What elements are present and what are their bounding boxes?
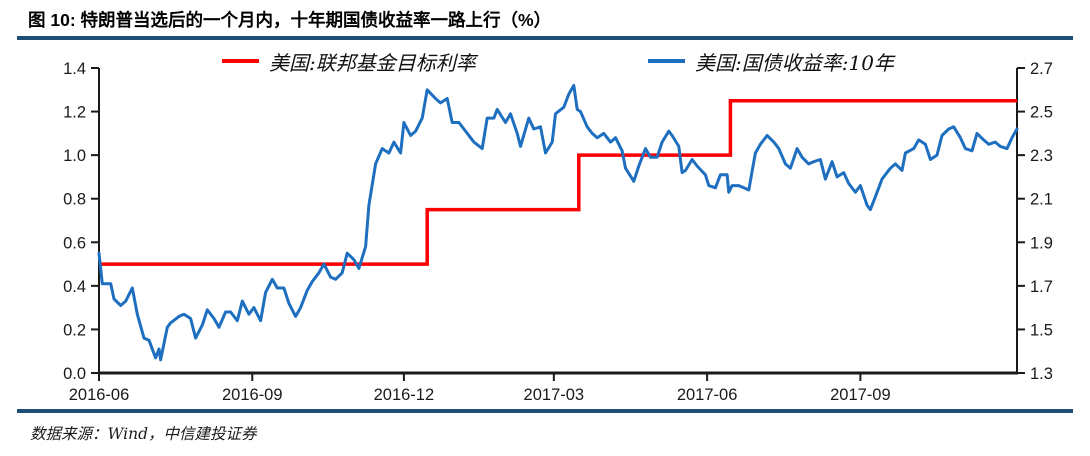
bottom-divider-rule [17,409,1073,413]
left-axis-tick-label: 1.4 [63,60,86,78]
legend-label-fed-funds: 美国:联邦基金目标利率 [269,50,476,75]
legend-item-fed-funds: 美国:联邦基金目标利率 [222,49,476,75]
x-axis-tick-label: 2016-12 [374,386,435,404]
right-axis-tick-label: 2.7 [1030,60,1053,78]
right-axis-tick-label: 2.1 [1030,191,1053,209]
legend-item-treasury-10y: 美国:国债收益率:10年 [648,49,894,75]
left-axis-tick-label: 0.2 [63,321,86,339]
left-axis-tick-label: 1.0 [63,147,86,165]
left-axis-tick-label: 0.0 [63,365,86,383]
left-axis-tick-label: 0.6 [63,234,86,252]
figure-title: 图 10: 特朗普当选后的一个月内，十年期国债收益率一路上行（%） [28,10,552,30]
right-axis-tick-label: 2.3 [1030,147,1053,165]
right-axis-tick-label: 1.7 [1030,278,1053,296]
fed-funds-line-swatch-icon [222,59,259,63]
treasury-line-swatch-icon [648,59,685,63]
fed-funds-target-rate-line [99,98,1017,266]
left-axis-tick-label: 0.8 [63,191,86,209]
right-axis-tick-label: 1.9 [1030,234,1053,252]
x-axis-tick-label: 2016-06 [69,386,130,404]
x-axis-tick-label: 2016-09 [222,386,283,404]
right-axis-tick-label: 2.5 [1030,104,1053,122]
right-axis-tick-label: 1.5 [1030,321,1053,339]
left-axis-tick-label: 0.4 [63,278,86,296]
right-axis-tick-label: 1.3 [1030,365,1053,383]
title-divider-rule [17,36,1073,40]
x-axis-tick-label: 2017-09 [830,386,891,404]
data-source-note: 数据来源：Wind，中信建投证券 [30,425,257,443]
x-axis-tick-label: 2017-03 [524,386,585,404]
x-axis-tick-label: 2017-06 [677,386,738,404]
left-axis-tick-label: 1.2 [63,104,86,122]
legend-label-treasury-10y: 美国:国债收益率:10年 [695,50,894,75]
treasury-yield-10y-line [97,83,1019,362]
